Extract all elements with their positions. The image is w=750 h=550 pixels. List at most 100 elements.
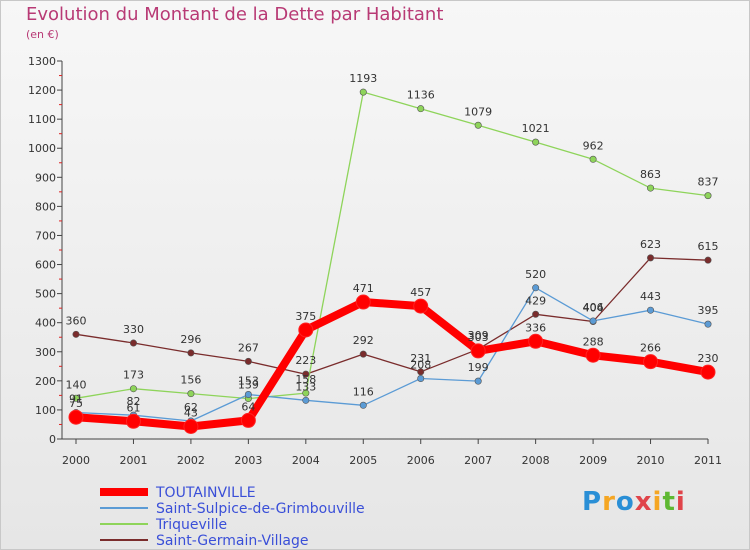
data-label: 395 (698, 304, 719, 317)
data-point (532, 284, 540, 292)
legend-label: Saint-Germain-Village (156, 533, 308, 549)
data-label: 199 (468, 361, 489, 374)
data-label: 61 (126, 401, 140, 414)
data-label: 375 (295, 310, 316, 323)
y-tick-label: 1200 (28, 84, 56, 97)
x-tick-label: 2004 (292, 454, 320, 467)
data-point (704, 320, 712, 328)
data-point (72, 394, 80, 402)
data-label: 267 (238, 341, 259, 354)
series-line-1 (75, 287, 709, 422)
data-label: 288 (583, 335, 604, 348)
y-tick-label: 1300 (28, 55, 56, 68)
data-label: 91 (69, 393, 83, 406)
data-label: 1136 (407, 89, 435, 102)
data-point (244, 357, 252, 365)
data-label: 471 (353, 282, 374, 295)
chart-subtitle: (en €) (26, 28, 59, 41)
data-point (643, 354, 659, 370)
y-tick-label: 1000 (28, 142, 56, 155)
data-label: 62 (184, 401, 198, 414)
data-label: 406 (583, 301, 604, 314)
data-point (589, 317, 597, 325)
data-label: 230 (698, 352, 719, 365)
x-tick-label: 2008 (522, 454, 550, 467)
data-label: 296 (180, 333, 201, 346)
data-label: 623 (640, 238, 661, 251)
data-label: 266 (640, 342, 661, 355)
data-point (359, 350, 367, 358)
legend-label: Saint-Sulpice-de-Grimbouville (156, 501, 365, 517)
legend-label: Triqueville (155, 517, 227, 533)
data-point (68, 409, 84, 425)
axes: 0 100 200 300 400 500 600 700 800 900 1000 1100 1200… (28, 55, 722, 467)
data-label: 360 (66, 314, 87, 327)
x-tick-label: 2011 (694, 454, 722, 467)
data-point (704, 256, 712, 264)
data-point (417, 375, 425, 383)
series-points (68, 88, 716, 434)
data-point (183, 418, 199, 434)
legend: TOUTAINVILLESaint-Sulpice-de-Grimbouvill… (100, 485, 365, 549)
x-tick-label: 2003 (234, 454, 262, 467)
data-label: 520 (525, 268, 546, 281)
y-tick-label: 200 (35, 375, 56, 388)
data-point (532, 310, 540, 318)
data-label: 837 (698, 176, 719, 189)
series-line-2 (75, 91, 709, 400)
data-point (532, 138, 540, 146)
y-tick-label: 500 (35, 288, 56, 301)
data-label: 43 (184, 406, 198, 419)
x-tick-label: 2006 (407, 454, 435, 467)
data-label: 615 (698, 240, 719, 253)
y-tick-label: 0 (49, 433, 56, 446)
data-point (244, 391, 252, 399)
chart-title: Evolution du Montant de la Dette par Hab… (26, 4, 444, 25)
y-tick-label: 900 (35, 171, 56, 184)
data-label: 863 (640, 168, 661, 181)
x-tick-label: 2005 (349, 454, 377, 467)
data-label: 173 (123, 369, 144, 382)
data-label: 223 (295, 354, 316, 367)
data-point (470, 343, 486, 359)
data-label: 133 (295, 380, 316, 393)
y-tick-label: 300 (35, 346, 56, 359)
x-tick-label: 2009 (579, 454, 607, 467)
data-label: 404 (583, 302, 604, 315)
data-point (700, 364, 716, 380)
data-label: 1021 (522, 122, 550, 135)
y-tick-label: 800 (35, 200, 56, 213)
data-label: 309 (468, 329, 489, 342)
data-label: 443 (640, 290, 661, 303)
data-point (704, 192, 712, 200)
y-tick-label: 600 (35, 259, 56, 272)
series-lines (75, 91, 709, 431)
series-line-0 (75, 298, 709, 431)
data-point (302, 396, 310, 404)
y-tick-label: 400 (35, 317, 56, 330)
data-label: 116 (353, 385, 374, 398)
data-point (298, 322, 314, 338)
data-point (359, 401, 367, 409)
data-point (474, 377, 482, 385)
data-label: 75 (69, 397, 83, 410)
data-point (647, 306, 655, 314)
data-label: 330 (123, 323, 144, 336)
data-point (647, 184, 655, 192)
series-line-3 (75, 257, 709, 375)
data-point (528, 333, 544, 349)
legend-label: TOUTAINVILLE (155, 485, 256, 501)
x-tick-label: 2000 (62, 454, 90, 467)
data-point (417, 105, 425, 113)
data-label: 208 (410, 359, 431, 372)
data-point (647, 254, 655, 262)
data-label: 303 (468, 331, 489, 344)
data-label: 457 (410, 286, 431, 299)
y-tick-label: 1100 (28, 113, 56, 126)
data-label: 153 (238, 375, 259, 388)
proxiti-logo: Proxiti (582, 487, 686, 517)
data-point (125, 413, 141, 429)
data-label: 158 (295, 373, 316, 386)
data-point (240, 412, 256, 428)
